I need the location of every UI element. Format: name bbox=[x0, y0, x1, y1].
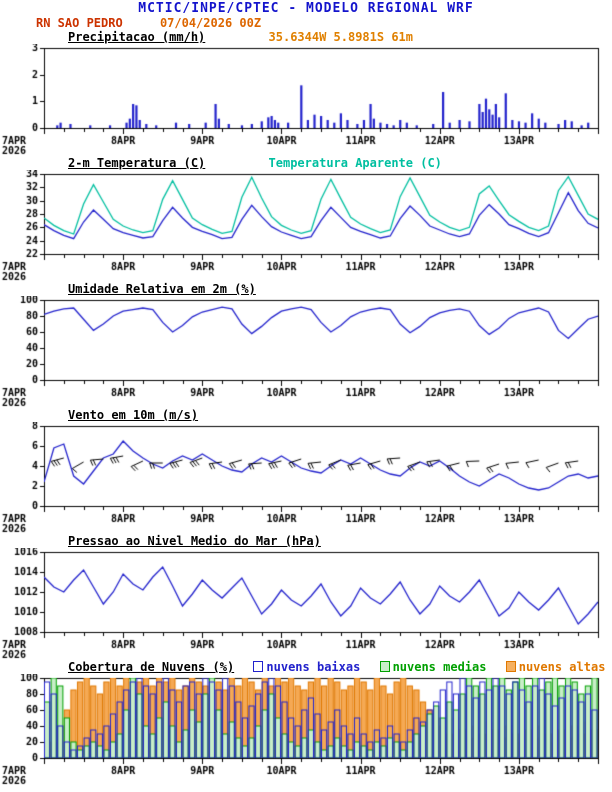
precipitation-chart bbox=[0, 44, 612, 156]
station-coordinates: 35.6344W 5.8981S 61m bbox=[268, 30, 414, 44]
apparent-temperature-legend: Temperatura Aparente (C) bbox=[268, 156, 442, 170]
panel-humidity: Umidade Relativa em 2m (%) bbox=[0, 282, 612, 408]
chart-title-temperature: 2-m Temperatura (C) bbox=[68, 156, 206, 170]
humidity-chart bbox=[0, 296, 612, 408]
page-header: MCTIC/INPE/CPTEC - MODELO REGIONAL WRF R… bbox=[0, 0, 612, 31]
legend-low-clouds-label: nuvens baixas bbox=[266, 660, 361, 674]
temperature-chart bbox=[0, 170, 612, 282]
pressure-chart bbox=[0, 548, 612, 660]
chart-title-cloud-cover: Cobertura de Nuvens (%) bbox=[68, 660, 235, 674]
legend-low-clouds: nuvens baixas bbox=[253, 660, 360, 674]
pressure-title-row: Pressao ao Nivel Medio do Mar (hPa) bbox=[0, 534, 612, 548]
legend-medium-clouds-label: nuvens medias bbox=[392, 660, 487, 674]
chart-title-pressure: Pressao ao Nivel Medio do Mar (hPa) bbox=[68, 534, 321, 548]
run-info-row: RN SAO PEDRO 07/04/2026 00Z bbox=[0, 16, 612, 30]
wind-title-row: Vento em 10m (m/s) bbox=[0, 408, 612, 422]
humidity-title-row: Umidade Relativa em 2m (%) bbox=[0, 282, 612, 296]
chart-title-precipitation: Precipitacao (mm/h) bbox=[68, 30, 206, 44]
legend-high-clouds: nuvens altas bbox=[505, 660, 606, 674]
panel-pressure: Pressao ao Nivel Medio do Mar (hPa) bbox=[0, 534, 612, 660]
cloud-cover-chart bbox=[0, 674, 612, 786]
wind-chart bbox=[0, 422, 612, 534]
low-clouds-swatch-icon bbox=[253, 661, 264, 672]
chart-title-wind: Vento em 10m (m/s) bbox=[68, 408, 199, 422]
precipitation-title-row: Precipitacao (mm/h) 35.6344W 5.8981S 61m bbox=[0, 30, 612, 44]
temperature-title-row: 2-m Temperatura (C) Temperatura Aparente… bbox=[0, 156, 612, 170]
high-clouds-swatch-icon bbox=[505, 661, 516, 672]
panel-temperature: 2-m Temperatura (C) Temperatura Aparente… bbox=[0, 156, 612, 282]
panel-wind: Vento em 10m (m/s) bbox=[0, 408, 612, 534]
legend-medium-clouds: nuvens medias bbox=[379, 660, 487, 674]
run-datetime: 07/04/2026 00Z bbox=[159, 16, 262, 30]
panel-precipitation: Precipitacao (mm/h) 35.6344W 5.8981S 61m bbox=[0, 30, 612, 156]
model-title: MCTIC/INPE/CPTEC - MODELO REGIONAL WRF bbox=[138, 1, 474, 16]
cloud-cover-title-row: Cobertura de Nuvens (%) nuvens baixas nu… bbox=[0, 660, 612, 674]
station-name: RN SAO PEDRO bbox=[36, 16, 123, 30]
medium-clouds-swatch-icon bbox=[379, 661, 390, 672]
chart-title-humidity: Umidade Relativa em 2m (%) bbox=[68, 282, 256, 296]
legend-high-clouds-label: nuvens altas bbox=[518, 660, 606, 674]
panel-cloud-cover: Cobertura de Nuvens (%) nuvens baixas nu… bbox=[0, 660, 612, 786]
